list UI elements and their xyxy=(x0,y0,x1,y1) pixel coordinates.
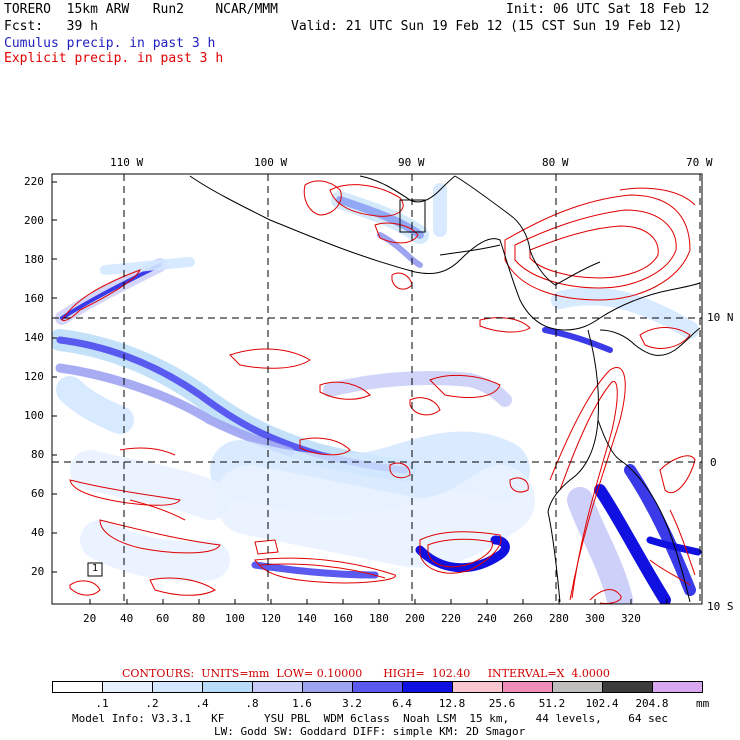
colorbar-unit: mm xyxy=(696,697,710,710)
x-tick: 40 xyxy=(120,612,134,625)
contours-caption: CONTOURS: UNITS=mm LOW= 0.10000 HIGH= 10… xyxy=(122,667,610,680)
lat-label-10n: 10 N xyxy=(707,311,734,324)
valid-time: Valid: 21 UTC Sun 19 Feb 12 (15 CST Sun … xyxy=(291,19,683,34)
colorbar-swatch xyxy=(252,681,303,693)
contour-label-box xyxy=(87,562,103,577)
colorbar-swatch xyxy=(402,681,453,693)
x-tick: 80 xyxy=(192,612,206,625)
forecast-hour: Fcst: 39 h xyxy=(4,19,98,34)
y-tick: 40 xyxy=(31,526,45,539)
x-tick: 280 xyxy=(549,612,569,625)
map-frame xyxy=(51,173,703,605)
y-tick: 80 xyxy=(31,448,45,461)
x-tick: 60 xyxy=(156,612,170,625)
colorbar-swatch xyxy=(552,681,603,693)
colorbar-label: .2 xyxy=(145,697,159,710)
model-info: Model Info: V3.3.1 KF YSU PBL WDM 6class… xyxy=(72,712,669,725)
colorbar-label: 25.6 xyxy=(488,697,516,710)
axis-ticks xyxy=(52,181,668,604)
y-tick: 220 xyxy=(24,175,44,188)
colorbar-label: .4 xyxy=(195,697,209,710)
colorbar-label: .1 xyxy=(95,697,109,710)
colorbar-label: 102.4 xyxy=(585,697,619,710)
x-tick: 140 xyxy=(297,612,317,625)
colorbar-label: 51.2 xyxy=(538,697,566,710)
x-tick: 240 xyxy=(477,612,497,625)
x-tick: 320 xyxy=(621,612,641,625)
colorbar-swatch xyxy=(202,681,253,693)
x-tick: 180 xyxy=(369,612,389,625)
y-tick: 200 xyxy=(24,214,44,227)
colorbar-swatch xyxy=(302,681,353,693)
colorbar-swatch xyxy=(502,681,553,693)
colorbar-label: .8 xyxy=(245,697,259,710)
model-physics: LW: Godd SW: Goddard DIFF: simple KM: 2D… xyxy=(214,725,526,738)
y-tick: 180 xyxy=(24,253,44,266)
cumulus-precip-label: Cumulus precip. in past 3 h xyxy=(4,36,216,51)
y-tick: 120 xyxy=(24,370,44,383)
colorbar-label: 6.4 xyxy=(392,697,412,710)
x-tick: 260 xyxy=(513,612,533,625)
lon-label-80w: 80 W xyxy=(542,156,569,169)
colorbar-swatch xyxy=(52,681,103,693)
y-tick: 100 xyxy=(24,409,44,422)
colorbar-swatch xyxy=(152,681,203,693)
colorbar-swatch xyxy=(352,681,403,693)
lon-label-110w: 110 W xyxy=(110,156,144,169)
colorbar-swatch xyxy=(452,681,503,693)
x-tick: 120 xyxy=(261,612,281,625)
y-tick: 140 xyxy=(24,331,44,344)
contour-box-label: 1 xyxy=(92,563,99,574)
latlon-grid xyxy=(52,174,702,604)
colorbar-swatch xyxy=(102,681,153,693)
lat-label-0: 0 xyxy=(710,456,717,469)
x-tick: 300 xyxy=(585,612,605,625)
y-tick: 20 xyxy=(31,565,45,578)
colorbar-label: 204.8 xyxy=(635,697,669,710)
lat-label-10s: 10 S xyxy=(707,600,734,613)
colorbar-label: 1.6 xyxy=(292,697,312,710)
colorbar-label: 3.2 xyxy=(342,697,362,710)
x-tick: 100 xyxy=(225,612,245,625)
colorbar-swatch xyxy=(652,681,703,693)
lon-label-100w: 100 W xyxy=(254,156,288,169)
explicit-precip-label: Explicit precip. in past 3 h xyxy=(4,51,224,66)
colorbar-label: 12.8 xyxy=(438,697,466,710)
x-tick: 200 xyxy=(405,612,425,625)
colorbar-swatch xyxy=(602,681,653,693)
y-tick: 160 xyxy=(24,292,44,305)
x-tick: 220 xyxy=(441,612,461,625)
init-time: Init: 06 UTC Sat 18 Feb 12 xyxy=(506,2,710,17)
y-tick: 60 xyxy=(31,487,45,500)
x-tick: 20 xyxy=(83,612,97,625)
x-tick: 160 xyxy=(333,612,353,625)
coastlines xyxy=(189,175,701,603)
lon-label-70w: 70 W xyxy=(686,156,713,169)
run-title: TORERO 15km ARW Run2 NCAR/MMM xyxy=(4,2,278,17)
lon-label-90w: 90 W xyxy=(398,156,425,169)
